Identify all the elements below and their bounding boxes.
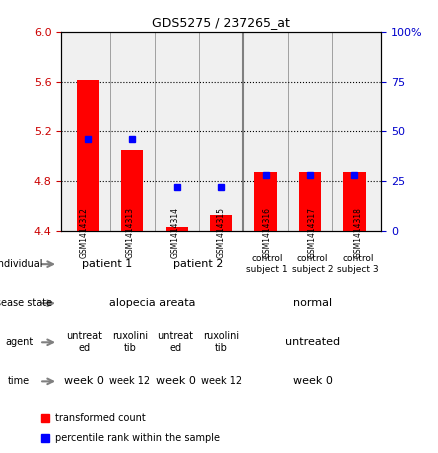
Text: disease state: disease state <box>0 298 52 308</box>
Text: GSM1414315: GSM1414315 <box>217 207 226 258</box>
Text: patient 1: patient 1 <box>82 259 132 269</box>
Bar <box>210 215 232 231</box>
Text: time: time <box>8 376 30 386</box>
Text: GSM1414318: GSM1414318 <box>354 207 363 258</box>
Text: percentile rank within the sample: percentile rank within the sample <box>55 433 220 443</box>
Text: GSM1414313: GSM1414313 <box>125 207 134 258</box>
Text: untreated: untreated <box>285 337 340 347</box>
Text: untreat
ed: untreat ed <box>66 332 102 353</box>
Bar <box>343 173 366 231</box>
Text: GSM1414312: GSM1414312 <box>80 207 88 258</box>
Text: control
subject 2: control subject 2 <box>292 255 333 274</box>
Text: ruxolini
tib: ruxolini tib <box>203 332 239 353</box>
Text: week 0: week 0 <box>155 376 195 386</box>
Text: agent: agent <box>5 337 33 347</box>
Bar <box>166 227 188 231</box>
Text: ruxolini
tib: ruxolini tib <box>112 332 148 353</box>
Text: individual: individual <box>0 259 43 269</box>
Text: alopecia areata: alopecia areata <box>110 298 196 308</box>
Text: GSM1414317: GSM1414317 <box>308 207 317 258</box>
Text: week 12: week 12 <box>109 376 150 386</box>
Text: normal: normal <box>293 298 332 308</box>
Bar <box>254 173 277 231</box>
Text: week 0: week 0 <box>293 376 332 386</box>
Text: untreat
ed: untreat ed <box>158 332 194 353</box>
Text: control
subject 3: control subject 3 <box>337 255 379 274</box>
Bar <box>121 150 144 231</box>
Text: GSM1414314: GSM1414314 <box>171 207 180 258</box>
Text: control
subject 1: control subject 1 <box>246 255 288 274</box>
Bar <box>299 173 321 231</box>
Bar <box>77 80 99 231</box>
Text: week 0: week 0 <box>64 376 104 386</box>
Title: GDS5275 / 237265_at: GDS5275 / 237265_at <box>152 16 290 29</box>
Text: week 12: week 12 <box>201 376 242 386</box>
Text: transformed count: transformed count <box>55 413 145 423</box>
Text: GSM1414316: GSM1414316 <box>262 207 272 258</box>
Text: patient 2: patient 2 <box>173 259 223 269</box>
